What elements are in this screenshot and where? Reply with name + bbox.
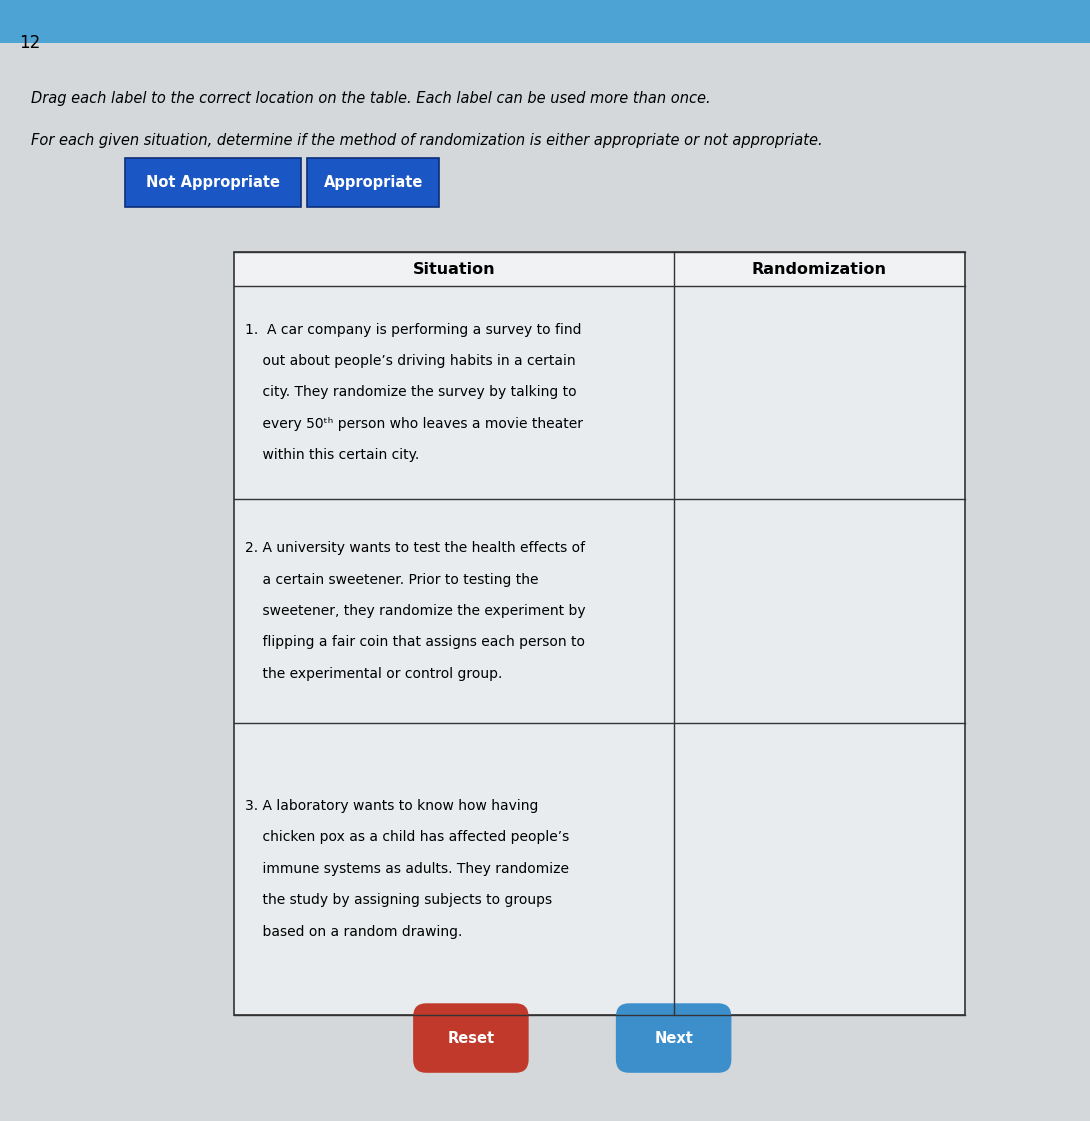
Text: Next: Next bbox=[654, 1030, 693, 1046]
Text: flipping a fair coin that assigns each person to: flipping a fair coin that assigns each p… bbox=[245, 636, 585, 649]
Text: 2. A university wants to test the health effects of: 2. A university wants to test the health… bbox=[245, 541, 585, 555]
Text: 3. A laboratory wants to know how having: 3. A laboratory wants to know how having bbox=[245, 799, 538, 813]
Text: 1.  A car company is performing a survey to find: 1. A car company is performing a survey … bbox=[245, 323, 582, 336]
Bar bbox=[234, 252, 965, 1015]
Text: the study by assigning subjects to groups: the study by assigning subjects to group… bbox=[245, 893, 553, 907]
FancyBboxPatch shape bbox=[616, 1003, 731, 1073]
Bar bbox=[0, 0, 1090, 43]
Text: 12: 12 bbox=[20, 34, 40, 52]
FancyBboxPatch shape bbox=[413, 1003, 529, 1073]
Text: a certain sweetener. Prior to testing the: a certain sweetener. Prior to testing th… bbox=[245, 573, 538, 586]
Text: based on a random drawing.: based on a random drawing. bbox=[245, 925, 462, 938]
Text: city. They randomize the survey by talking to: city. They randomize the survey by talki… bbox=[245, 386, 577, 399]
Bar bbox=[234, 252, 965, 286]
Text: sweetener, they randomize the experiment by: sweetener, they randomize the experiment… bbox=[245, 604, 586, 618]
FancyBboxPatch shape bbox=[307, 158, 439, 207]
FancyBboxPatch shape bbox=[125, 158, 301, 207]
Text: For each given situation, determine if the method of randomization is either app: For each given situation, determine if t… bbox=[31, 132, 822, 148]
Text: chicken pox as a child has affected people’s: chicken pox as a child has affected peop… bbox=[245, 831, 569, 844]
Text: Appropriate: Appropriate bbox=[324, 175, 423, 191]
Text: out about people’s driving habits in a certain: out about people’s driving habits in a c… bbox=[245, 354, 576, 368]
Text: Situation: Situation bbox=[413, 261, 495, 277]
Text: Drag each label to the correct location on the table. Each label can be used mor: Drag each label to the correct location … bbox=[31, 91, 711, 106]
Text: within this certain city.: within this certain city. bbox=[245, 448, 420, 462]
Text: Randomization: Randomization bbox=[752, 261, 886, 277]
Bar bbox=[234, 252, 965, 1015]
Text: every 50ᵗʰ person who leaves a movie theater: every 50ᵗʰ person who leaves a movie the… bbox=[245, 417, 583, 430]
Text: immune systems as adults. They randomize: immune systems as adults. They randomize bbox=[245, 862, 569, 876]
Text: Reset: Reset bbox=[447, 1030, 495, 1046]
Text: Not Appropriate: Not Appropriate bbox=[146, 175, 280, 191]
Text: the experimental or control group.: the experimental or control group. bbox=[245, 667, 502, 680]
